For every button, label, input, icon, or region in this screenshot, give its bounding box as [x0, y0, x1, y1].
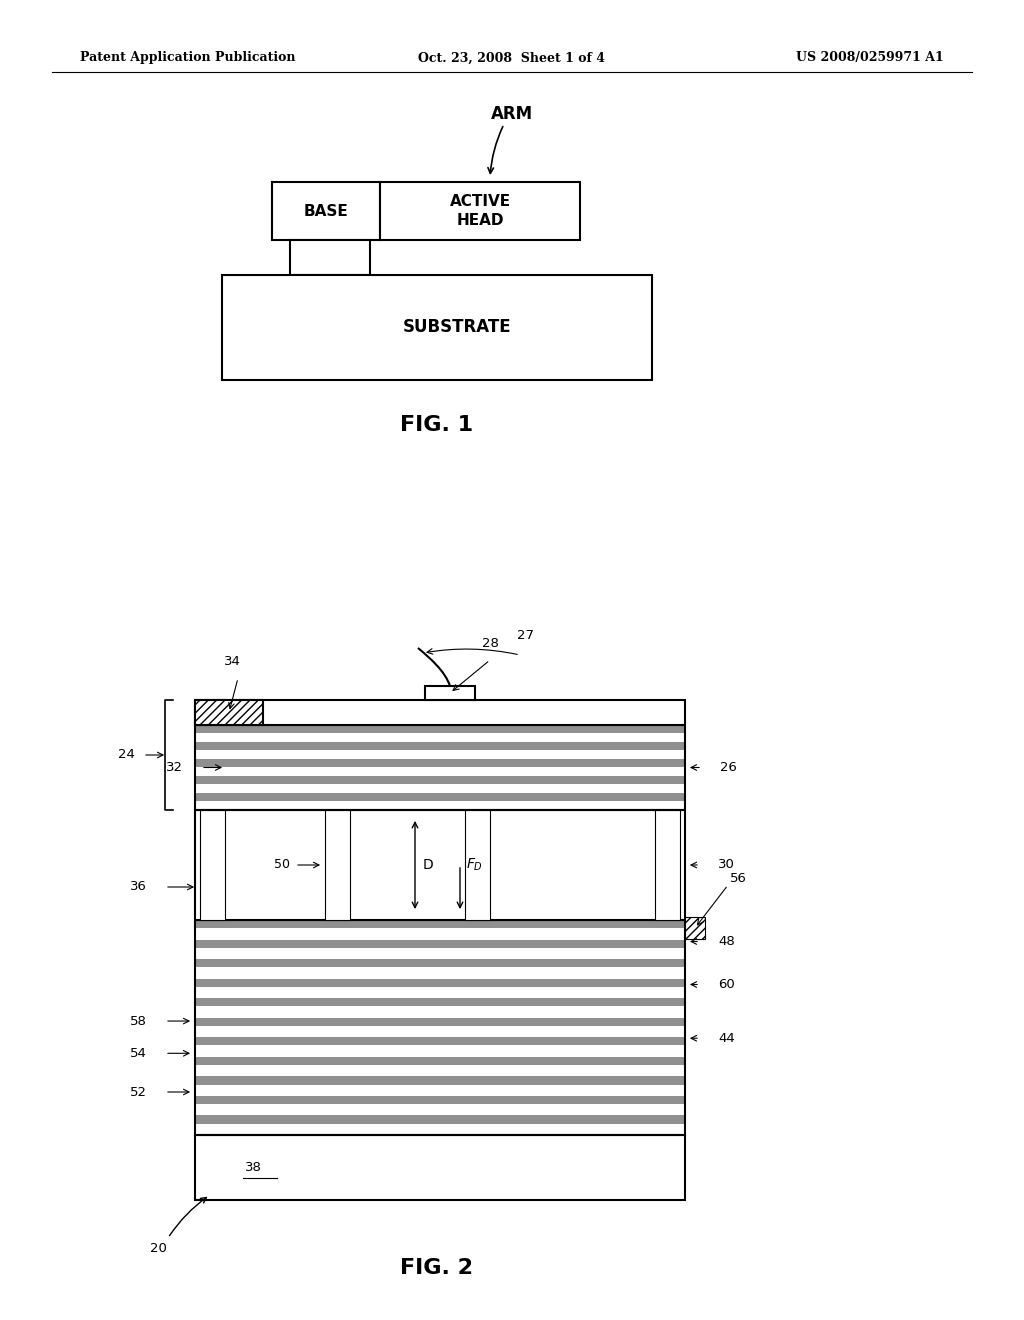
Bar — [195, 940, 685, 948]
Text: 34: 34 — [223, 655, 241, 668]
Text: ARM: ARM — [490, 106, 534, 123]
Bar — [195, 1018, 685, 1026]
Text: 24: 24 — [118, 748, 135, 762]
Text: FIG. 2: FIG. 2 — [400, 1258, 473, 1278]
Text: 38: 38 — [245, 1162, 262, 1173]
Bar — [195, 725, 685, 733]
Bar — [195, 759, 685, 767]
Bar — [655, 810, 680, 920]
Text: 48: 48 — [718, 935, 735, 948]
Text: ACTIVE
HEAD: ACTIVE HEAD — [450, 194, 511, 228]
Bar — [195, 960, 685, 968]
Text: 56: 56 — [730, 871, 746, 884]
Bar — [325, 810, 350, 920]
Bar — [195, 978, 685, 987]
Bar — [195, 810, 685, 920]
Text: Oct. 23, 2008  Sheet 1 of 4: Oct. 23, 2008 Sheet 1 of 4 — [419, 51, 605, 65]
Bar — [195, 725, 685, 810]
Bar — [290, 240, 370, 275]
Text: 32: 32 — [166, 762, 183, 774]
Text: 36: 36 — [130, 880, 147, 894]
Text: $F_D$: $F_D$ — [466, 857, 483, 874]
Text: 30: 30 — [718, 858, 735, 871]
Bar — [425, 686, 475, 700]
Bar — [222, 275, 652, 380]
Bar — [195, 1135, 685, 1200]
Text: D: D — [423, 858, 434, 873]
Bar — [195, 700, 685, 725]
Bar — [195, 1096, 685, 1104]
Bar — [195, 700, 263, 725]
Text: 52: 52 — [130, 1085, 147, 1098]
Bar — [195, 920, 685, 928]
Bar — [272, 182, 380, 240]
Text: US 2008/0259971 A1: US 2008/0259971 A1 — [797, 51, 944, 65]
Bar — [195, 920, 685, 1135]
Text: 60: 60 — [718, 978, 735, 991]
Bar — [195, 1057, 685, 1065]
Text: 28: 28 — [481, 638, 499, 649]
Text: FIG. 1: FIG. 1 — [400, 414, 473, 436]
Text: SUBSTRATE: SUBSTRATE — [402, 318, 511, 337]
Text: 50: 50 — [274, 858, 290, 871]
Bar — [685, 917, 705, 939]
Bar — [200, 810, 225, 920]
Text: 54: 54 — [130, 1047, 147, 1060]
Text: BASE: BASE — [304, 203, 348, 219]
Bar — [195, 1115, 685, 1123]
Bar — [195, 998, 685, 1006]
Bar — [195, 793, 685, 801]
Bar — [195, 776, 685, 784]
Bar — [380, 182, 580, 240]
Bar — [195, 742, 685, 750]
Text: 27: 27 — [517, 630, 535, 642]
Text: Patent Application Publication: Patent Application Publication — [80, 51, 296, 65]
Text: 20: 20 — [150, 1242, 167, 1254]
Bar — [195, 1038, 685, 1045]
Text: 26: 26 — [720, 762, 737, 774]
Text: 58: 58 — [130, 1015, 147, 1027]
Text: 44: 44 — [718, 1032, 735, 1044]
Bar — [465, 810, 490, 920]
Bar — [195, 1076, 685, 1085]
